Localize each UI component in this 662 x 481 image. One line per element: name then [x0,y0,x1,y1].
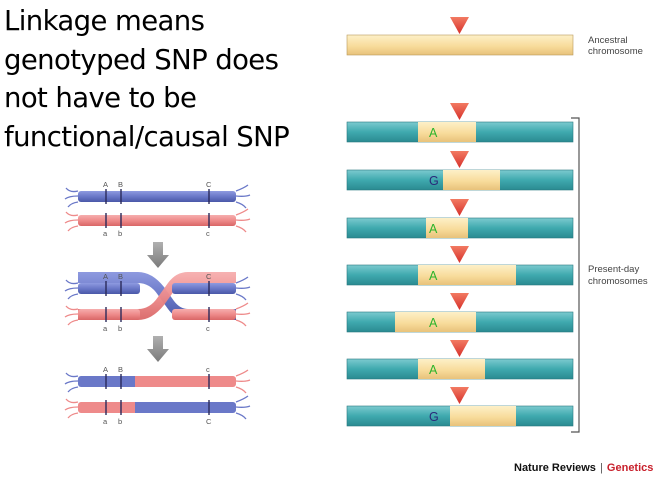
red-right-arm [172,283,236,294]
locus-label: A [103,180,108,189]
end-fray [64,372,79,393]
ancestral-segment [418,265,516,285]
haplotype-diagram: Ancestral chromosome A G A A A A G Present-day… [346,17,648,433]
end-fray [64,302,251,327]
allele-label: A [429,126,438,140]
credit-separator: | [600,462,603,474]
locus-label: C [206,272,212,281]
locus-label: c [206,324,210,333]
allele-label: A [429,269,438,283]
red-left-arm [78,309,140,320]
locus-label: a [103,417,108,426]
allele-label: A [429,222,438,236]
recombination-diagram: A B C a b c A B [64,180,251,426]
slide-title: Linkage means genotyped SNP does not hav… [4,2,324,156]
present-day-chromosome: A [346,293,574,333]
down-arrow-icon [147,242,169,268]
down-arrow-icon [147,336,169,362]
title-line: functional/causal SNP [4,120,290,153]
allele-label: A [429,363,438,377]
ancestral-segment [418,359,485,379]
end-fray [64,276,251,301]
present-day-chromosome: G [346,151,574,191]
figure-credit: Nature Reviews | Genetics [514,462,653,474]
marker-triangle-icon [450,340,469,357]
present-day-chromosome: A [346,340,574,380]
present-day-label: chromosomes [588,276,648,287]
ancestral-label: Ancestral [588,35,628,46]
marker-triangle-icon [450,293,469,310]
red-end-fray [64,208,251,233]
locus-label: B [118,180,123,189]
ancestral-label: chromosome [588,46,643,57]
end-fray [64,398,79,419]
parental-chromosomes: A B C a b c [64,180,251,238]
present-day-label: Present-day [588,264,639,275]
present-day-chromosomes: A G A A A A G [346,103,574,427]
locus-label: C [206,417,212,426]
locus-label: c [206,229,210,238]
marker-triangle-icon [450,17,469,34]
locus-label: A [103,365,108,374]
marker-triangle-icon [450,151,469,168]
allele-label: A [429,316,438,330]
marker-triangle-icon [450,199,469,216]
end-fray [235,369,251,394]
locus-label: b [118,324,122,333]
present-day-chromosome: A [346,199,574,239]
allele-label: G [429,174,439,188]
red-chromosome [78,215,236,226]
locus-label: b [118,417,122,426]
recombinant-chromosomes: A B c a b C [64,365,251,426]
title-line: genotyped SNP does [4,43,279,76]
locus-label: a [103,229,108,238]
recombinant-upper [78,376,236,387]
blue-right-arm [172,309,236,320]
end-fray [235,395,251,420]
allele-label: G [429,410,439,424]
crossover-chromosomes: A B C a b c [64,272,251,333]
locus-label: a [103,324,108,333]
title-line: not have to be [4,82,197,114]
blue-end-fray [64,184,251,209]
recombinant-lower [78,402,236,413]
locus-label: C [206,180,212,189]
ancestral-segment [418,122,476,142]
locus-label: A [103,272,108,281]
locus-label: c [206,365,210,374]
credit-journal: Genetics [606,462,654,474]
blue-left-arm [78,283,140,294]
ancestral-segment [443,170,500,190]
bracket [571,117,580,433]
present-day-chromosome: A [346,103,574,143]
present-day-chromosome: A [346,246,574,286]
marker-triangle-icon [450,103,469,120]
locus-label: b [118,229,122,238]
credit-publisher: Nature Reviews [514,462,596,474]
present-day-chromosome: G [346,387,574,427]
ancestral-segment [450,406,516,426]
marker-triangle-icon [450,387,469,404]
marker-triangle-icon [450,246,469,263]
ancestral-segment [395,312,476,332]
blue-chromosome [78,191,236,202]
title-line: Linkage means [4,5,205,37]
ancestral-chromosome [346,34,574,56]
locus-label: B [118,365,123,374]
locus-label: B [118,272,123,281]
ancestral-segment [426,218,468,238]
